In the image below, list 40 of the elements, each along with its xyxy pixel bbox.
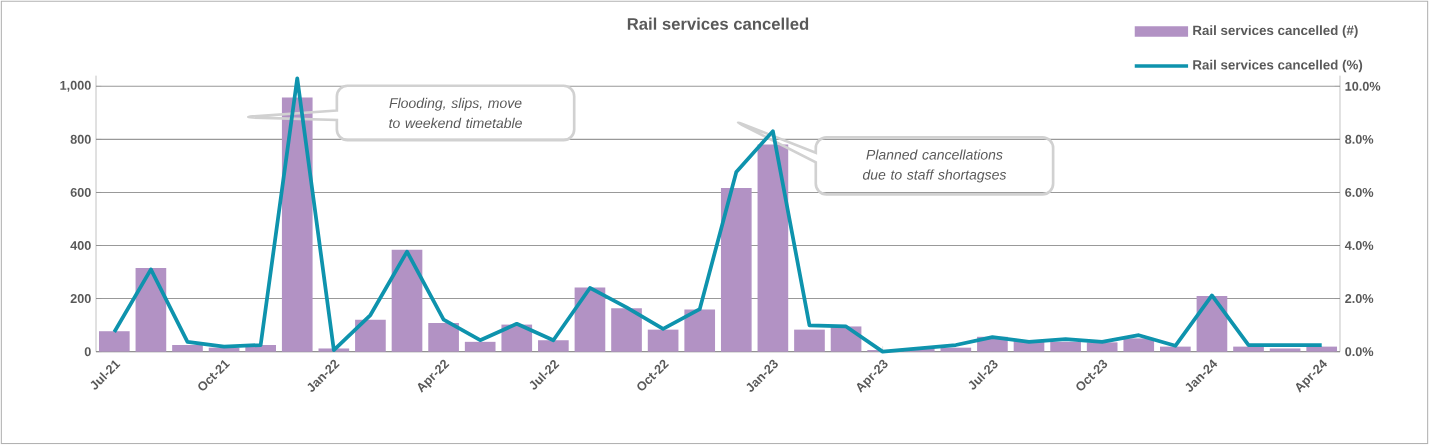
chart-title: Rail services cancelled bbox=[627, 17, 809, 30]
bar bbox=[538, 340, 569, 352]
bar bbox=[464, 341, 496, 352]
legend-label: Rail services cancelled (#) bbox=[1193, 25, 1358, 38]
y2-tick-label: 4.0% bbox=[1344, 241, 1374, 250]
bar bbox=[720, 187, 752, 352]
bar bbox=[940, 347, 972, 352]
y-tick-label: 400 bbox=[70, 241, 91, 250]
y-tick-label: 1,000 bbox=[60, 80, 91, 92]
bar bbox=[1269, 348, 1301, 352]
bar bbox=[1160, 346, 1191, 352]
bar bbox=[208, 347, 240, 352]
bar bbox=[574, 287, 606, 352]
bar bbox=[1050, 341, 1081, 352]
y2-tick-label: 2.0% bbox=[1345, 294, 1374, 304]
bar bbox=[355, 319, 386, 352]
bar bbox=[1306, 346, 1338, 352]
y-tick-label: 800 bbox=[70, 134, 91, 144]
legend-label: Rail services cancelled (%) bbox=[1193, 59, 1363, 73]
annotation: Planned cancellations due to staff shortagses bbox=[862, 149, 1007, 183]
y2-tick-label: 0.0% bbox=[1345, 347, 1374, 357]
bar bbox=[1086, 342, 1118, 352]
bar bbox=[391, 249, 423, 352]
y2-tick-label: 8.0% bbox=[1345, 134, 1374, 144]
bar bbox=[428, 323, 459, 352]
bar bbox=[611, 308, 642, 352]
bar bbox=[1233, 346, 1264, 352]
bar bbox=[647, 329, 679, 352]
bar bbox=[1123, 338, 1155, 352]
bar bbox=[684, 309, 716, 352]
bar bbox=[172, 345, 203, 352]
bar bbox=[98, 331, 130, 352]
y-tick-label: 0 bbox=[84, 347, 91, 357]
bar bbox=[757, 144, 789, 352]
annotation: Flooding, slips, move to weekend timetable bbox=[389, 97, 522, 129]
y-tick-label: 600 bbox=[70, 187, 91, 197]
bar bbox=[794, 329, 825, 352]
y-tick-label: 200 bbox=[70, 294, 91, 304]
y2-tick-label: 10.0% bbox=[1345, 81, 1381, 91]
y2-tick-label: 6.0% bbox=[1345, 187, 1374, 197]
